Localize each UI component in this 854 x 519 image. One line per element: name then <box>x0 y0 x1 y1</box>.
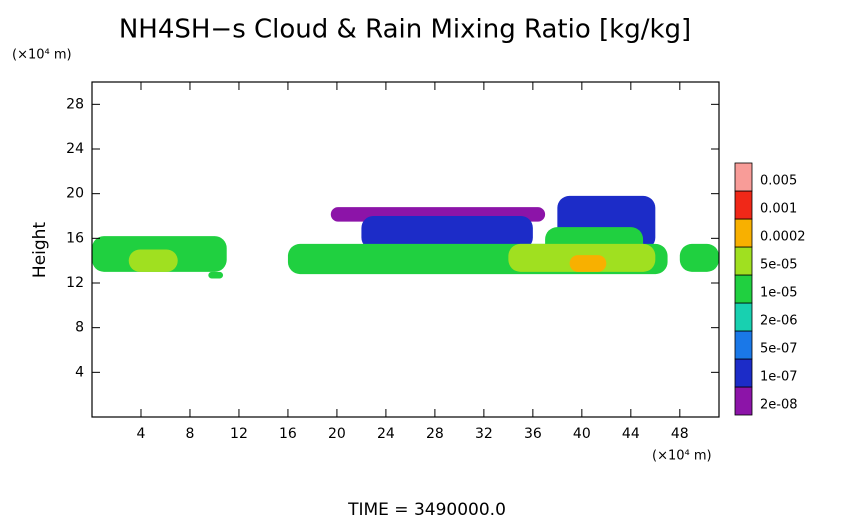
colorbar-label: 1e-07 <box>760 370 798 385</box>
colorbar-box <box>734 302 753 332</box>
y-tick-label: 20 <box>66 186 84 202</box>
x-tick-label: 32 <box>475 426 493 442</box>
colorbar-label: 5e-07 <box>760 342 798 357</box>
colorbar-box <box>734 162 753 192</box>
colorbar-label: 0.001 <box>760 202 797 217</box>
x-tick-label: 24 <box>377 426 395 442</box>
colorbar-box <box>734 358 753 388</box>
y-tick-label: 8 <box>75 320 84 336</box>
x-unit: (×10⁴ m) <box>652 449 712 464</box>
x-tick-label: 44 <box>622 426 640 442</box>
x-tick-label: 16 <box>279 426 297 442</box>
x-tick-label: 20 <box>328 426 346 442</box>
y-tick-label: 16 <box>66 230 84 246</box>
y-unit: (×10⁴ m) <box>12 48 72 63</box>
y-tick-label: 4 <box>75 364 84 380</box>
cloud-patch <box>208 271 224 279</box>
x-tick-label: 12 <box>230 426 248 442</box>
colorbar-label: 0.0002 <box>760 230 806 245</box>
y-tick-label: 12 <box>66 275 84 291</box>
x-tick-label: 48 <box>671 426 689 442</box>
colorbar-label: 5e-05 <box>760 258 798 273</box>
plot-frame <box>91 81 720 418</box>
x-tick-label: 28 <box>426 426 444 442</box>
x-tick-label: 36 <box>524 426 542 442</box>
colorbar-label: 2e-08 <box>760 398 798 413</box>
colorbar-box <box>734 386 753 416</box>
footer: TIME = 3490000.0 <box>347 500 506 519</box>
y-axis-label: Height <box>30 222 50 279</box>
cloud-patch <box>361 216 533 250</box>
colorbar-box <box>734 330 753 360</box>
colorbar-label: 1e-05 <box>760 286 798 301</box>
x-tick-label: 4 <box>137 426 146 442</box>
cloud-patch <box>128 249 178 272</box>
cloud-patch <box>679 243 719 272</box>
colorbar-box <box>734 274 753 304</box>
colorbar-box <box>734 190 753 220</box>
colorbar-box <box>734 218 753 248</box>
cloud-patch <box>569 255 607 272</box>
colorbar-box <box>734 246 753 276</box>
colorbar-label: 0.005 <box>760 174 797 189</box>
y-tick-label: 28 <box>66 96 84 112</box>
x-tick-label: 8 <box>186 426 195 442</box>
chart-title: NH4SH−s Cloud & Rain Mixing Ratio [kg/kg… <box>119 15 691 45</box>
x-tick-label: 40 <box>573 426 591 442</box>
y-tick-label: 24 <box>66 141 84 157</box>
colorbar-label: 2e-06 <box>760 314 798 329</box>
